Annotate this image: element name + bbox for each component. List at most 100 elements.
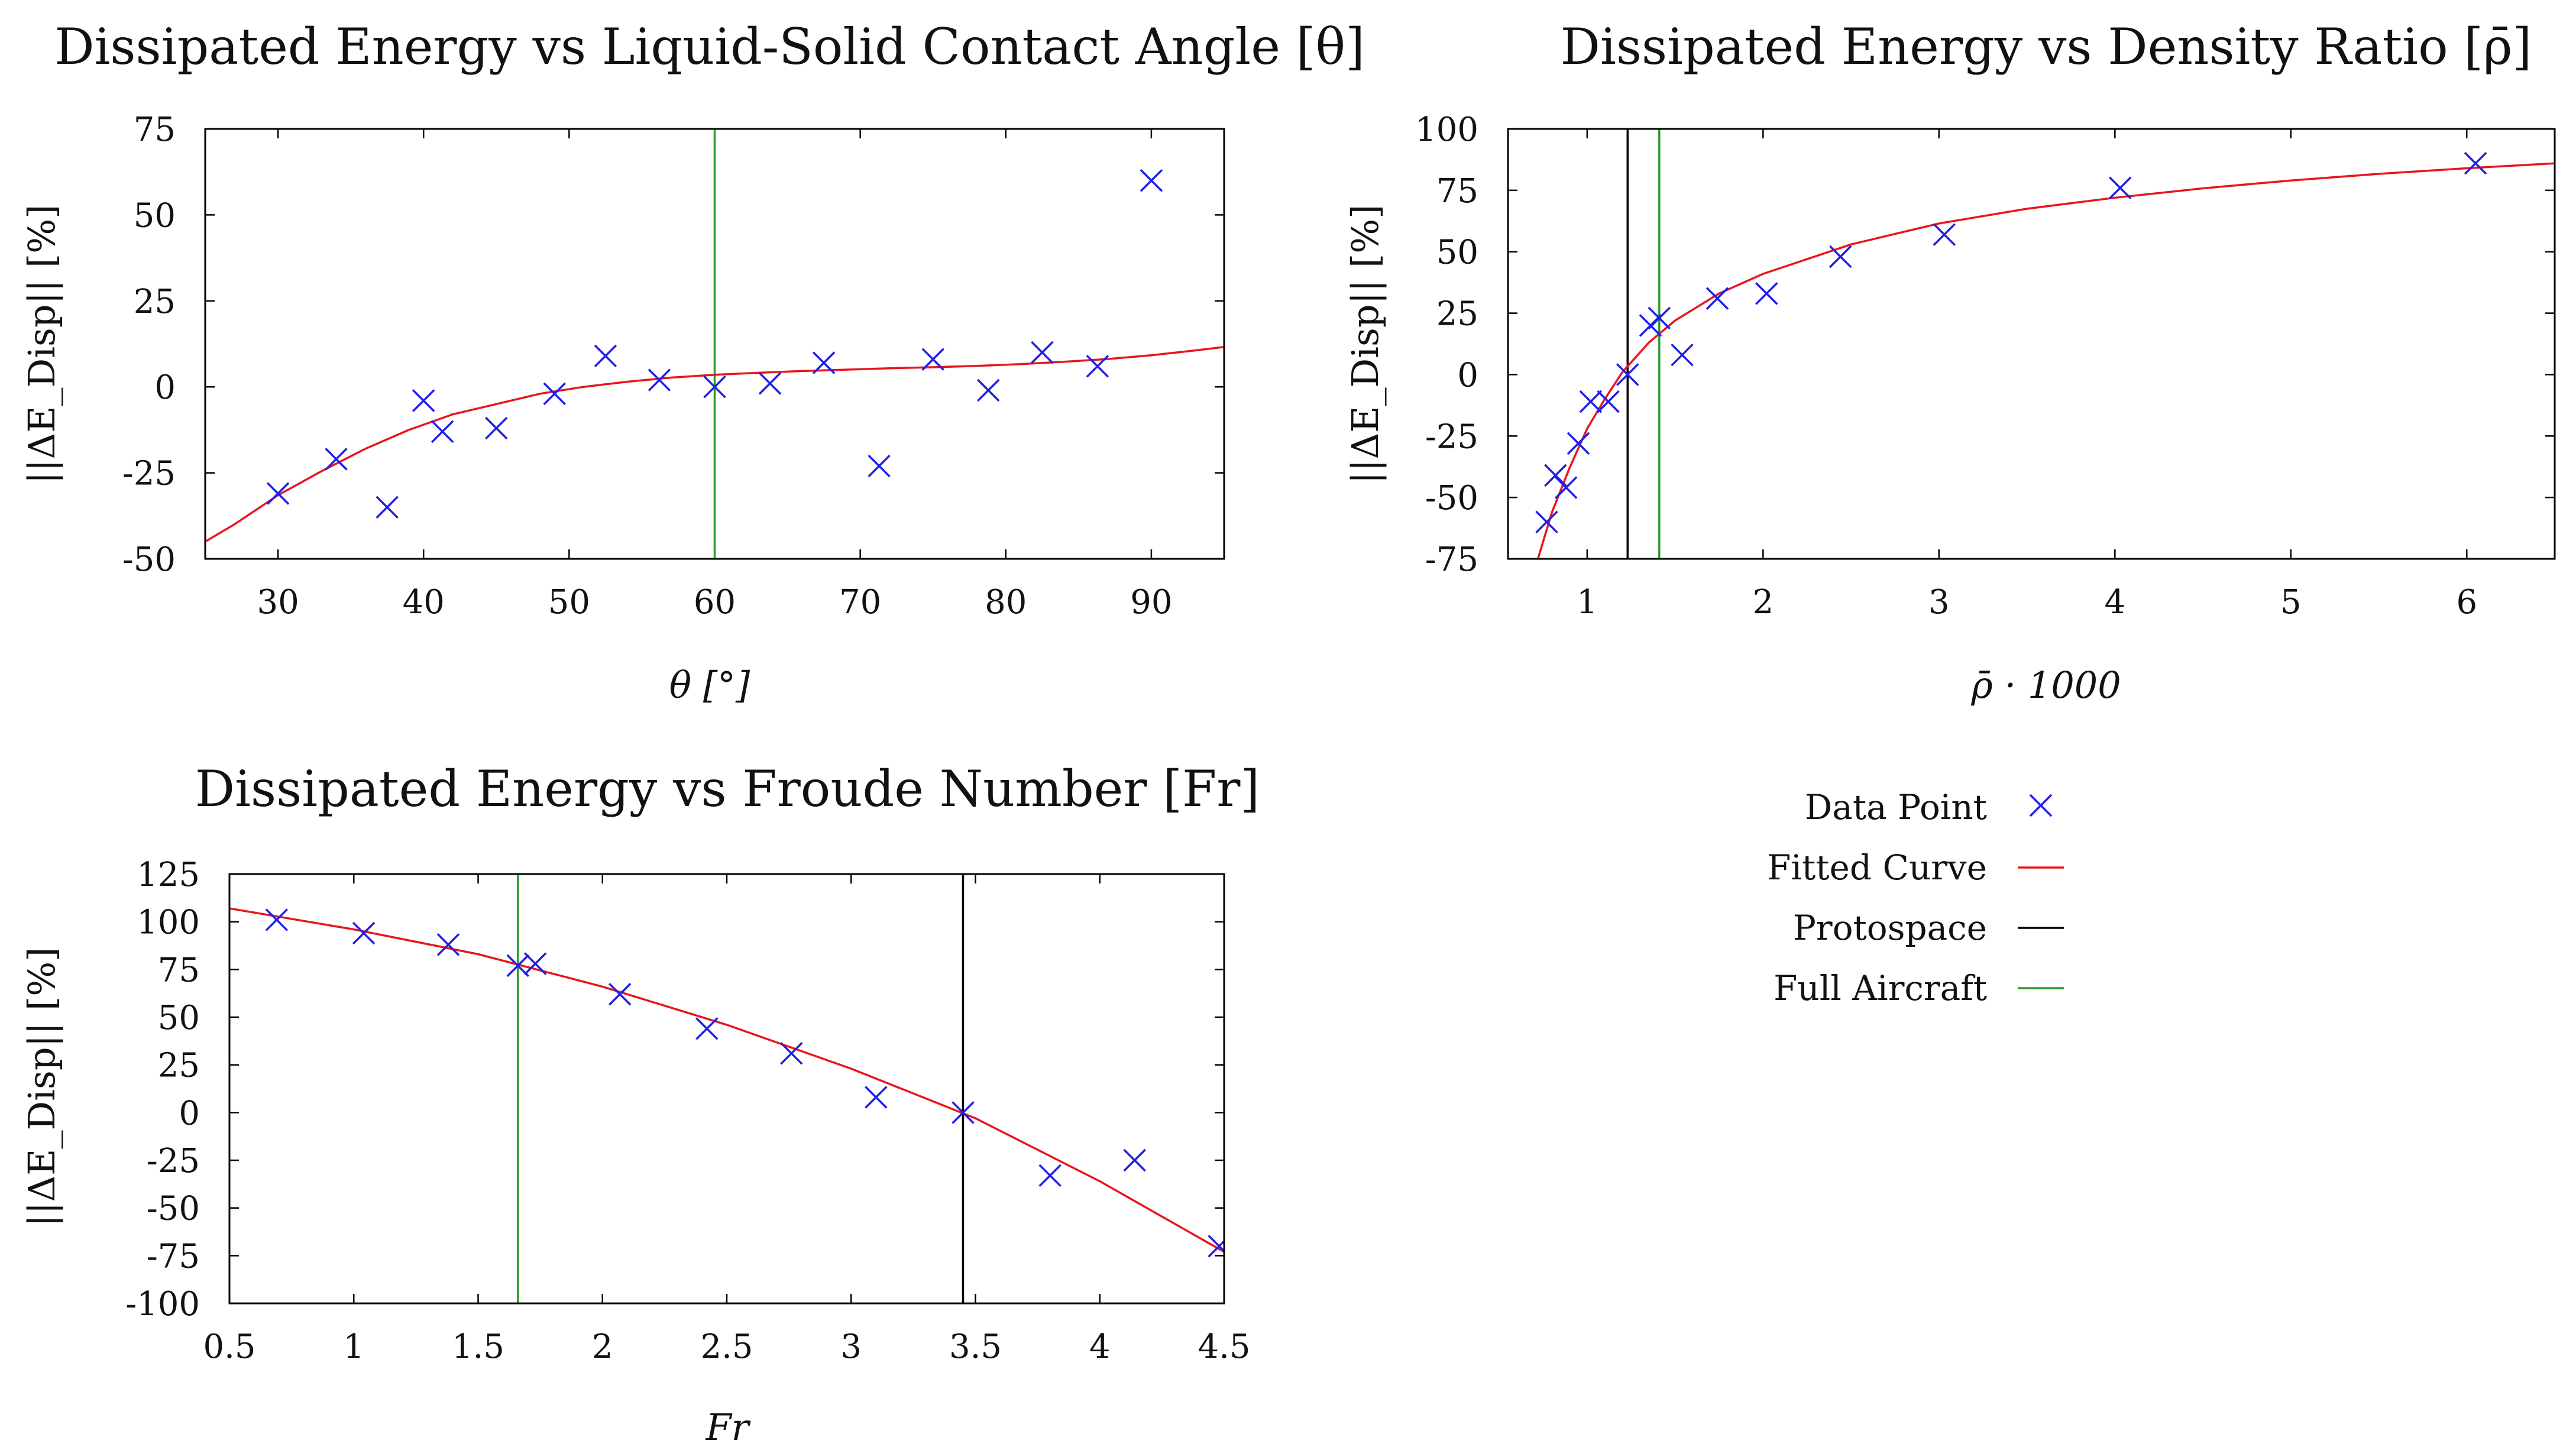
x-tick-label: 2 xyxy=(1753,583,1774,622)
data-point xyxy=(1616,363,1639,386)
y-tick-label: -75 xyxy=(1425,541,1478,579)
x-tick-label: 4 xyxy=(2104,583,2125,622)
plot-frame xyxy=(204,128,1225,560)
data-point xyxy=(412,389,435,412)
x-tick-label: 3 xyxy=(840,1328,862,1366)
x-tick-label: 1 xyxy=(1577,583,1598,622)
data-point xyxy=(977,378,1000,402)
y-tick-label: -25 xyxy=(122,455,176,493)
data-point xyxy=(1123,1148,1146,1172)
x-tick-label: 1 xyxy=(343,1328,364,1366)
chart-title-rho: Dissipated Energy vs Density Ratio [ρ̄] xyxy=(1561,18,2532,76)
legend-cross xyxy=(2029,794,2053,817)
y-tick-label: 50 xyxy=(134,196,176,235)
y-tick-label: 75 xyxy=(134,111,176,149)
chart-panel-rho: Dissipated Energy vs Density Ratio [ρ̄] … xyxy=(1344,18,2556,707)
data-point xyxy=(608,983,632,1006)
y-tick-label: -50 xyxy=(147,1190,200,1228)
legend-marker-data-point xyxy=(2029,794,2053,817)
data-point xyxy=(266,482,290,505)
x-tick-label: 6 xyxy=(2456,583,2477,622)
data-point xyxy=(865,1086,888,1109)
fitted-curve xyxy=(205,345,1224,543)
y-tick-label: 0 xyxy=(154,368,176,407)
x-tick-label: 4 xyxy=(1089,1328,1111,1366)
y-tick-label: -25 xyxy=(1425,418,1478,456)
legend-label-data-point: Data Point xyxy=(1805,787,1987,827)
y-axis-label-froude: ||ΔE_Disp|| [%] xyxy=(20,947,63,1227)
x-tick-label: 5 xyxy=(2280,583,2302,622)
data-point xyxy=(1648,306,1671,330)
data-point xyxy=(648,368,671,391)
data-point xyxy=(325,448,348,471)
data-point xyxy=(812,351,836,374)
data-point xyxy=(436,933,460,956)
x-tick-label: 2 xyxy=(592,1328,613,1366)
y-tick-label: 75 xyxy=(1436,172,1478,211)
chart-panel-theta: Dissipated Energy vs Liquid-Solid Contac… xyxy=(20,18,1365,707)
x-axis-label-froude: Fr xyxy=(706,1406,751,1449)
data-point xyxy=(868,454,891,478)
y-tick-label: 25 xyxy=(134,283,176,321)
chart-title-froude: Dissipated Energy vs Froude Number [Fr] xyxy=(195,760,1260,818)
y-tick-label: -50 xyxy=(122,541,176,579)
data-point xyxy=(2108,176,2132,199)
fitted-curve xyxy=(1536,162,2555,559)
data-point xyxy=(1579,390,1603,413)
x-tick-label: 0.5 xyxy=(203,1328,255,1366)
x-axis-label-theta: θ [°] xyxy=(669,664,750,707)
x-tick-label: 2.5 xyxy=(700,1328,753,1366)
data-point xyxy=(2464,151,2487,175)
data-point xyxy=(1597,390,1620,413)
data-point xyxy=(543,382,566,406)
y-tick-label: 25 xyxy=(158,1047,200,1085)
data-point xyxy=(1567,432,1590,455)
x-axis-label-rho: ρ̄ · 1000 xyxy=(1970,664,2121,707)
y-tick-label: -75 xyxy=(147,1237,200,1276)
data-point xyxy=(1031,341,1054,364)
x-tick-label: 3 xyxy=(1928,583,1950,622)
y-tick-label: 0 xyxy=(179,1094,200,1132)
x-tick-label: 90 xyxy=(1130,583,1172,622)
y-tick-label: 100 xyxy=(137,904,200,942)
x-tick-label: 70 xyxy=(839,583,881,622)
y-tick-label: -25 xyxy=(147,1142,200,1180)
x-tick-label: 4.5 xyxy=(1198,1328,1250,1366)
data-point xyxy=(703,375,726,399)
x-tick-label: 80 xyxy=(985,583,1027,622)
legend-label-fitted-curve: Fitted Curve xyxy=(1767,847,1987,888)
y-axis-label-rho: ||ΔE_Disp|| [%] xyxy=(1344,205,1387,484)
x-tick-label: 30 xyxy=(257,583,299,622)
chart-panel-froude: Dissipated Energy vs Froude Number [Fr] … xyxy=(20,760,1260,1449)
data-point xyxy=(1829,245,1852,268)
data-point xyxy=(921,348,944,371)
x-tick-label: 60 xyxy=(694,583,736,622)
x-tick-label: 50 xyxy=(548,583,590,622)
data-point xyxy=(1755,282,1778,305)
x-tick-label: 3.5 xyxy=(949,1328,1002,1366)
data-point xyxy=(265,908,289,931)
y-tick-label: 50 xyxy=(158,999,200,1037)
data-point xyxy=(523,952,547,975)
data-point xyxy=(1208,1234,1224,1258)
data-point xyxy=(594,344,617,368)
y-tick-label: -50 xyxy=(1425,479,1478,517)
x-tick-label: 1.5 xyxy=(452,1328,504,1366)
y-tick-label: 25 xyxy=(1436,295,1478,334)
y-axis-label-theta: ||ΔE_Disp|| [%] xyxy=(20,205,63,484)
data-point xyxy=(1933,223,1956,246)
data-point xyxy=(952,1101,975,1124)
y-tick-label: -100 xyxy=(125,1285,200,1323)
data-point xyxy=(1706,287,1729,310)
data-point xyxy=(1038,1164,1062,1187)
chart-legend: Data Point Fitted Curve Protospace Full … xyxy=(1767,787,2064,1008)
fitted-curve xyxy=(229,907,1224,1253)
data-point xyxy=(1544,464,1567,487)
data-point xyxy=(376,496,399,519)
data-point xyxy=(431,420,454,444)
y-tick-label: 100 xyxy=(1415,111,1478,149)
data-point xyxy=(1535,510,1558,533)
y-tick-label: 50 xyxy=(1436,234,1478,272)
data-point xyxy=(1671,343,1694,367)
data-point xyxy=(1554,476,1578,499)
